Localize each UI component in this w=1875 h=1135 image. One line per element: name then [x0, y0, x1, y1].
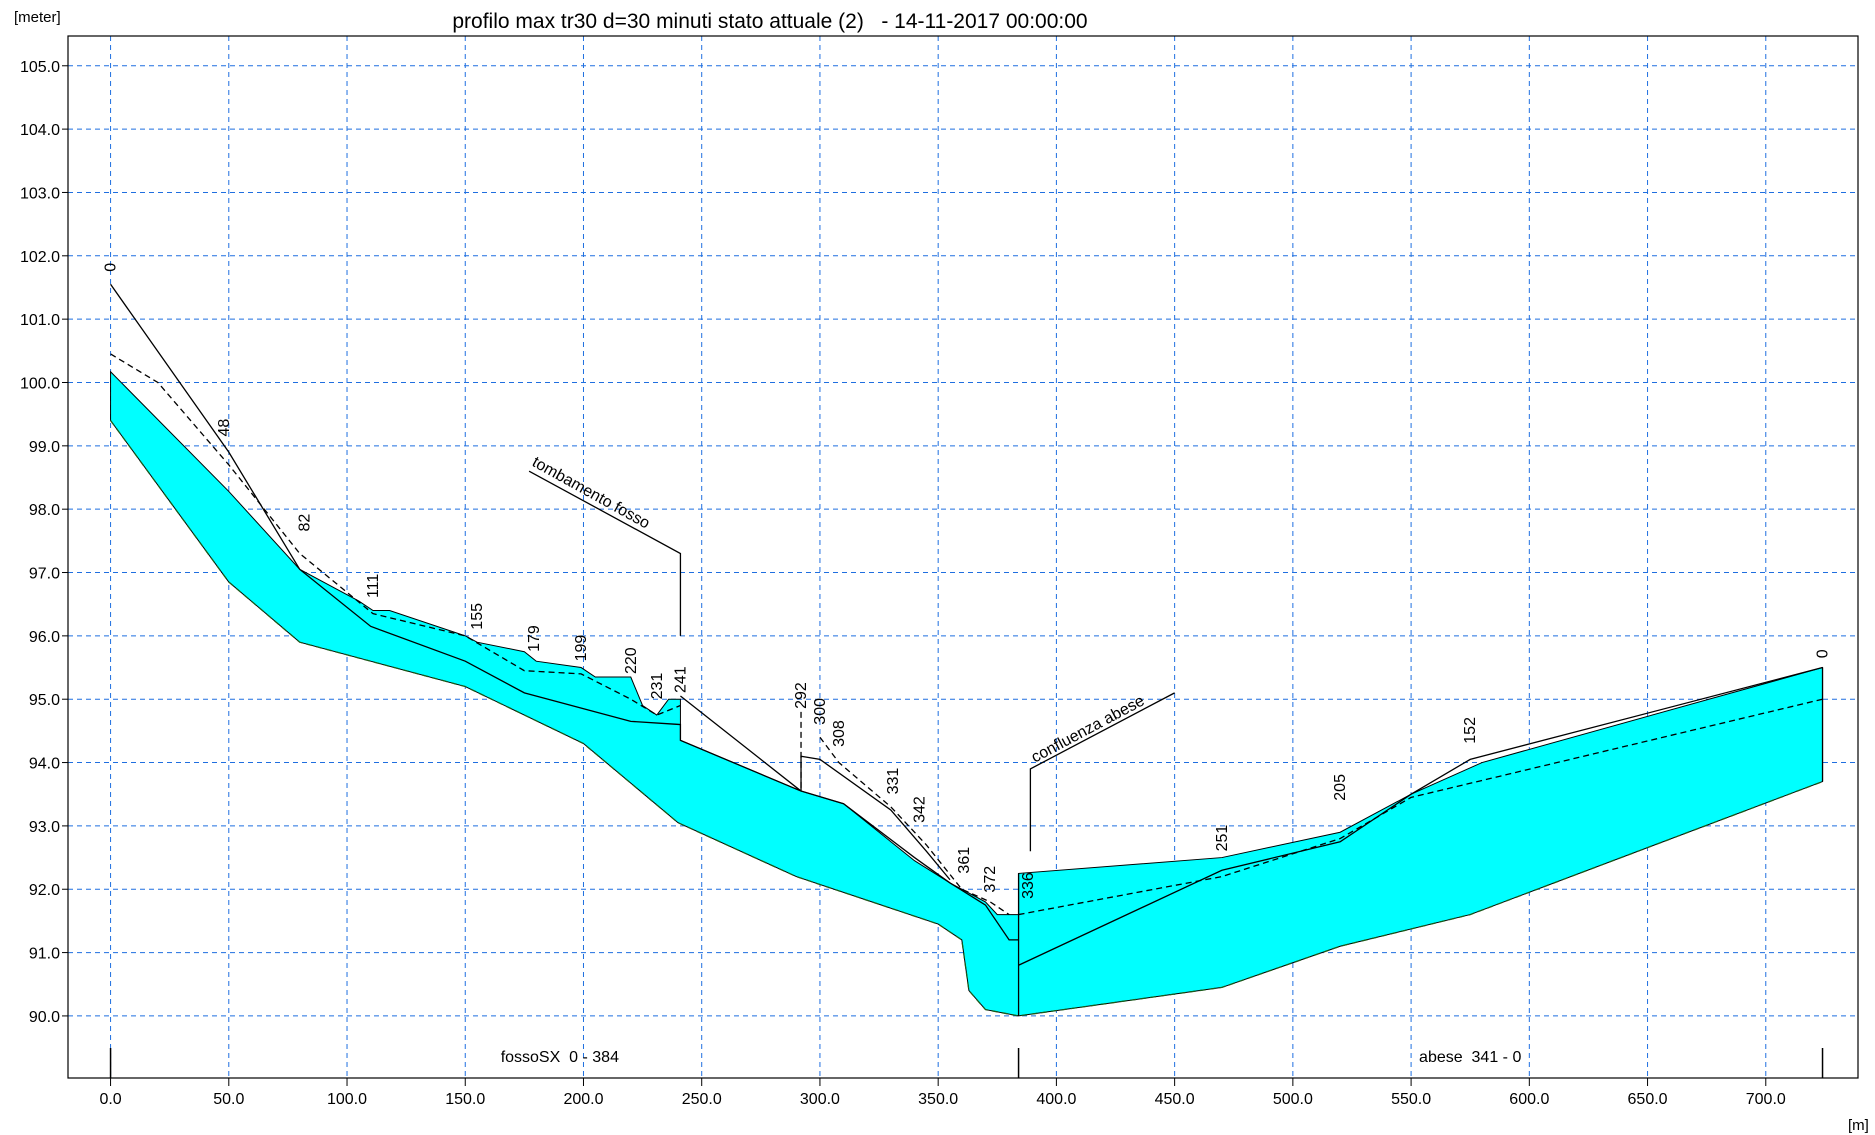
section-label: 0 — [103, 263, 120, 272]
y-tick-label: 105.0 — [20, 59, 60, 76]
x-axis-label: [m] — [1848, 1117, 1869, 1134]
y-tick-label: 96.0 — [29, 629, 60, 646]
section-label: 331 — [885, 768, 902, 795]
y-tick-label: 101.0 — [20, 312, 60, 329]
x-tick-label: 100.0 — [327, 1091, 367, 1108]
leader-line — [1029, 692, 1175, 852]
y-tick-label: 98.0 — [29, 502, 60, 519]
branch-label: abese 341 - 0 — [1419, 1049, 1521, 1066]
x-tick-label: 600.0 — [1509, 1091, 1549, 1108]
section-label: 372 — [982, 866, 999, 893]
y-tick-label: 94.0 — [29, 756, 60, 773]
section-label: 336 — [1020, 872, 1037, 899]
y-tick-label: 91.0 — [29, 946, 60, 963]
section-label: 205 — [1332, 774, 1349, 801]
x-tick-label: 450.0 — [1155, 1091, 1195, 1108]
y-tick-label: 102.0 — [20, 249, 60, 266]
x-tick-label: 300.0 — [800, 1091, 840, 1108]
y-tick-label: 93.0 — [29, 819, 60, 836]
section-label: 82 — [296, 514, 313, 532]
x-tick-label: 400.0 — [1036, 1091, 1076, 1108]
section-label: 292 — [793, 682, 810, 709]
section-label: 342 — [911, 796, 928, 823]
section-label: 0 — [1815, 649, 1832, 658]
section-label: 231 — [649, 673, 666, 700]
section-label: 48 — [216, 419, 233, 437]
y-tick-label: 95.0 — [29, 692, 60, 709]
x-tick-label: 200.0 — [563, 1091, 603, 1108]
x-tick-label: 250.0 — [682, 1091, 722, 1108]
x-tick-label: 350.0 — [918, 1091, 958, 1108]
y-axis-label: [meter] — [14, 9, 61, 26]
x-tick-label: 50.0 — [213, 1091, 244, 1108]
section-label: 251 — [1214, 825, 1231, 852]
section-label: 308 — [831, 720, 848, 747]
y-tick-label: 99.0 — [29, 439, 60, 456]
x-tick-label: 650.0 — [1628, 1091, 1668, 1108]
x-tick-label: 0.0 — [99, 1091, 121, 1108]
y-tick-label: 103.0 — [20, 185, 60, 202]
y-tick-label: 92.0 — [29, 882, 60, 899]
x-tick-label: 500.0 — [1273, 1091, 1313, 1108]
chart-title: profilo max tr30 d=30 minuti stato attua… — [452, 10, 1087, 33]
dashed-line — [110, 420, 1823, 1017]
section-label: 199 — [573, 635, 590, 662]
section-label: 179 — [526, 625, 543, 652]
y-tick-label: 97.0 — [29, 566, 60, 583]
section-label: 111 — [365, 574, 382, 598]
x-tick-label: 700.0 — [1746, 1091, 1786, 1108]
section-label: 152 — [1462, 717, 1479, 744]
plot-frame — [67, 35, 1859, 1079]
branch-label: fossoSX 0 - 384 — [501, 1049, 619, 1066]
section-label: 241 — [672, 666, 689, 693]
y-tick-label: 104.0 — [20, 122, 60, 139]
y-tick-label: 100.0 — [20, 375, 60, 392]
section-label: 155 — [469, 603, 486, 630]
x-tick-label: 150.0 — [445, 1091, 485, 1108]
x-tick-label: 550.0 — [1391, 1091, 1431, 1108]
section-label: 220 — [623, 647, 640, 674]
section-label: 300 — [812, 698, 829, 725]
y-tick-label: 90.0 — [29, 1009, 60, 1026]
section-label: 361 — [956, 847, 973, 874]
leader-line — [528, 470, 682, 636]
